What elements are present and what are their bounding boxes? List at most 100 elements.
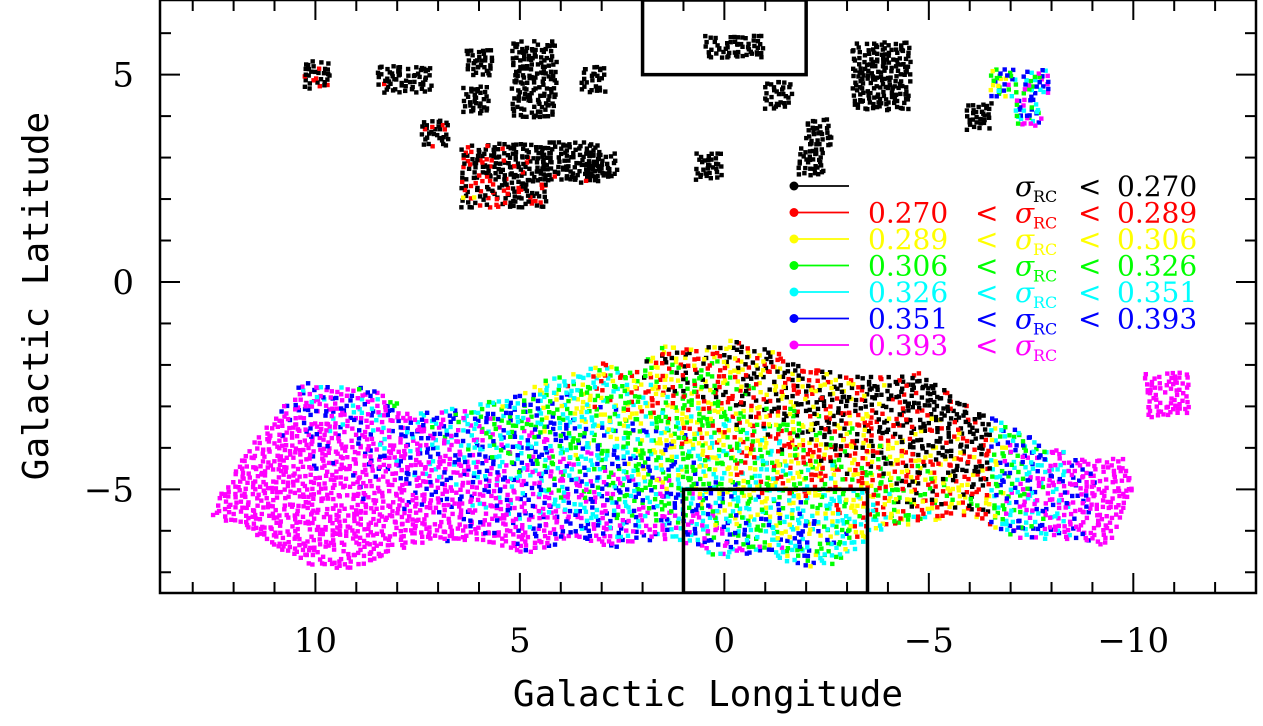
data-point (361, 553, 367, 559)
data-point (1069, 463, 1075, 468)
data-point (264, 496, 269, 501)
data-point (369, 483, 374, 489)
data-point (907, 482, 912, 488)
data-point (355, 529, 360, 534)
data-point (766, 547, 772, 552)
data-point (394, 525, 399, 531)
data-point (320, 456, 325, 461)
data-point (439, 519, 444, 525)
data-point (817, 387, 822, 393)
data-point (761, 424, 766, 429)
data-point (692, 436, 697, 442)
data-point (383, 469, 388, 474)
data-point (511, 540, 516, 546)
data-point (636, 482, 641, 487)
data-point (828, 442, 833, 448)
data-point (830, 519, 835, 524)
data-point (666, 494, 671, 499)
data-point (683, 433, 688, 438)
data-point (283, 469, 288, 474)
data-point (359, 410, 365, 415)
data-point (527, 166, 532, 171)
data-point (623, 444, 629, 450)
data-point (520, 491, 525, 496)
data-point (531, 87, 536, 93)
data-point (856, 412, 861, 418)
data-point (309, 69, 314, 74)
data-point (653, 492, 659, 497)
data-point (741, 376, 746, 382)
data-point (565, 383, 571, 389)
data-point (481, 197, 486, 202)
data-point (456, 428, 461, 433)
data-point (933, 484, 938, 489)
data-point (1090, 491, 1095, 496)
data-point (417, 74, 422, 80)
data-point (496, 174, 501, 180)
data-point (561, 498, 566, 503)
data-point (660, 514, 665, 519)
data-point (709, 434, 714, 440)
data-point (439, 422, 444, 427)
data-point (639, 438, 645, 443)
data-point (849, 385, 855, 391)
data-point (1023, 448, 1028, 453)
data-point (495, 147, 501, 152)
data-point (356, 451, 361, 456)
data-point (362, 462, 367, 468)
data-point (455, 526, 461, 531)
data-point (936, 461, 941, 466)
data-point (869, 402, 874, 407)
data-point (870, 448, 876, 454)
data-point (329, 435, 334, 441)
data-point (844, 471, 850, 476)
data-point (433, 421, 439, 426)
data-point (624, 382, 630, 388)
data-point (577, 509, 582, 514)
data-point (1039, 463, 1044, 468)
data-point (608, 518, 613, 524)
data-point (1095, 458, 1100, 464)
data-point (611, 428, 617, 433)
data-point (999, 468, 1005, 474)
data-point (948, 453, 954, 459)
data-point (1084, 493, 1089, 498)
data-point (1000, 521, 1005, 527)
data-point (674, 416, 679, 421)
data-point (970, 472, 976, 478)
data-point (668, 445, 673, 450)
data-point (888, 494, 893, 499)
data-point (260, 451, 265, 456)
data-point (941, 406, 946, 411)
data-point (573, 512, 578, 517)
data-point (257, 517, 263, 522)
data-point (420, 124, 425, 129)
data-point (376, 551, 382, 557)
data-point (538, 145, 543, 150)
data-point (814, 549, 820, 554)
data-point (587, 489, 592, 494)
data-point (975, 472, 980, 477)
data-point (804, 389, 809, 394)
data-point (795, 383, 800, 389)
data-point (584, 518, 590, 523)
data-point (292, 546, 298, 551)
data-point (377, 65, 383, 70)
data-point (865, 423, 871, 428)
data-point (564, 464, 569, 469)
data-point (978, 477, 983, 482)
data-point (370, 468, 375, 473)
data-point (908, 442, 913, 447)
data-point (324, 539, 329, 545)
data-point (548, 76, 554, 82)
data-point (878, 443, 883, 449)
data-point (349, 505, 355, 510)
data-point (512, 430, 517, 436)
data-point (284, 411, 289, 416)
data-point (863, 404, 868, 409)
data-point (430, 442, 435, 447)
data-point (920, 444, 925, 449)
data-point (301, 447, 306, 453)
data-point (519, 106, 524, 111)
data-point (310, 454, 316, 459)
